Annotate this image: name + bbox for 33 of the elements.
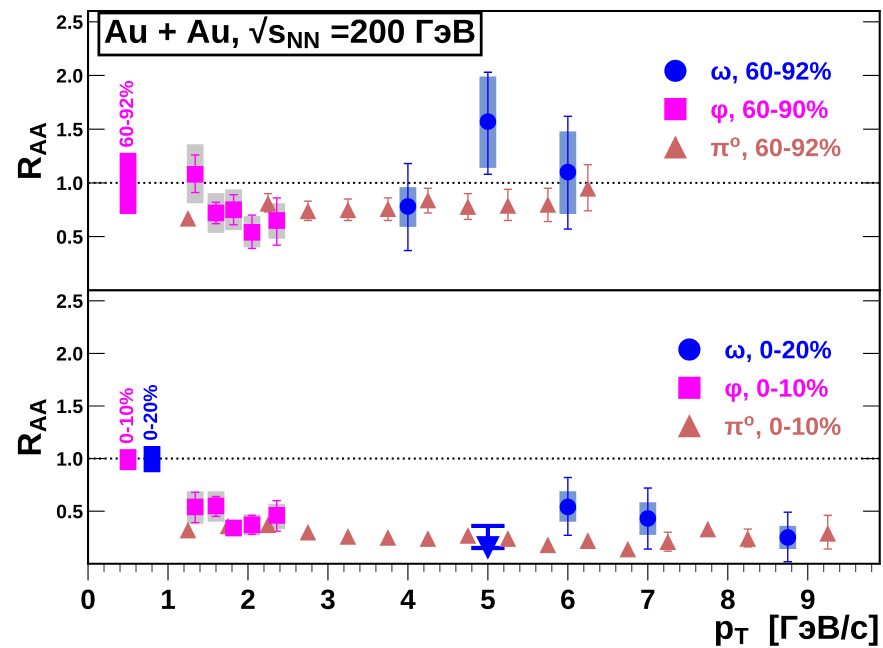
x-tick-label: 8 [720, 589, 735, 610]
x-tick-label: 4 [400, 590, 416, 609]
y-tick-label: 1.5 [57, 122, 83, 136]
y-tick-label: 2.5 [56, 294, 83, 308]
y-tick-label: 2.0 [56, 68, 82, 83]
legend-label: ω, 0-20% [725, 340, 832, 362]
y-tick-label: 1.5 [57, 400, 83, 414]
x-tick-label: 0 [81, 589, 95, 610]
text: 0-10% [119, 388, 134, 444]
x-tick-label: 1 [162, 590, 175, 609]
x-tick-label: 3 [320, 589, 335, 610]
x-tick-label: 9 [801, 589, 814, 610]
x-tick-label: 5 [481, 590, 495, 610]
text: 60-92% [119, 80, 134, 147]
x-axis-title: p$_{T}$ [ГэВ/c] [716, 614, 878, 646]
y-tick-label: 1.0 [57, 452, 82, 466]
y-tick-label: 2.5 [56, 15, 83, 29]
chart-title: Au + Au, √s$_{NN}$ =200 ГэВ [104, 16, 474, 48]
y-tick-label: 2.0 [56, 346, 82, 361]
y-tick-label: 1.0 [57, 176, 82, 190]
legend-label: φ, 0-10% [725, 379, 828, 402]
legend-label: ω, 60-92% [711, 62, 831, 84]
legend-label: π$^{o}$, 60-92% [710, 137, 841, 160]
y-axis-title: R$_{AA}$ [18, 399, 46, 454]
y-tick-label: 0.5 [56, 230, 83, 244]
y-axis-title: R$_{AA}$ [18, 122, 46, 178]
x-tick-label: 6 [561, 589, 575, 610]
x-tick-label: 2 [241, 589, 255, 609]
y-tick-label: 0.5 [56, 504, 83, 518]
legend-label: φ, 60-90% [711, 100, 828, 124]
text: 0-20% [143, 385, 158, 440]
x-tick-label: 7 [641, 590, 654, 609]
legend-label: π$^{o}$, 0-10% [724, 416, 841, 439]
